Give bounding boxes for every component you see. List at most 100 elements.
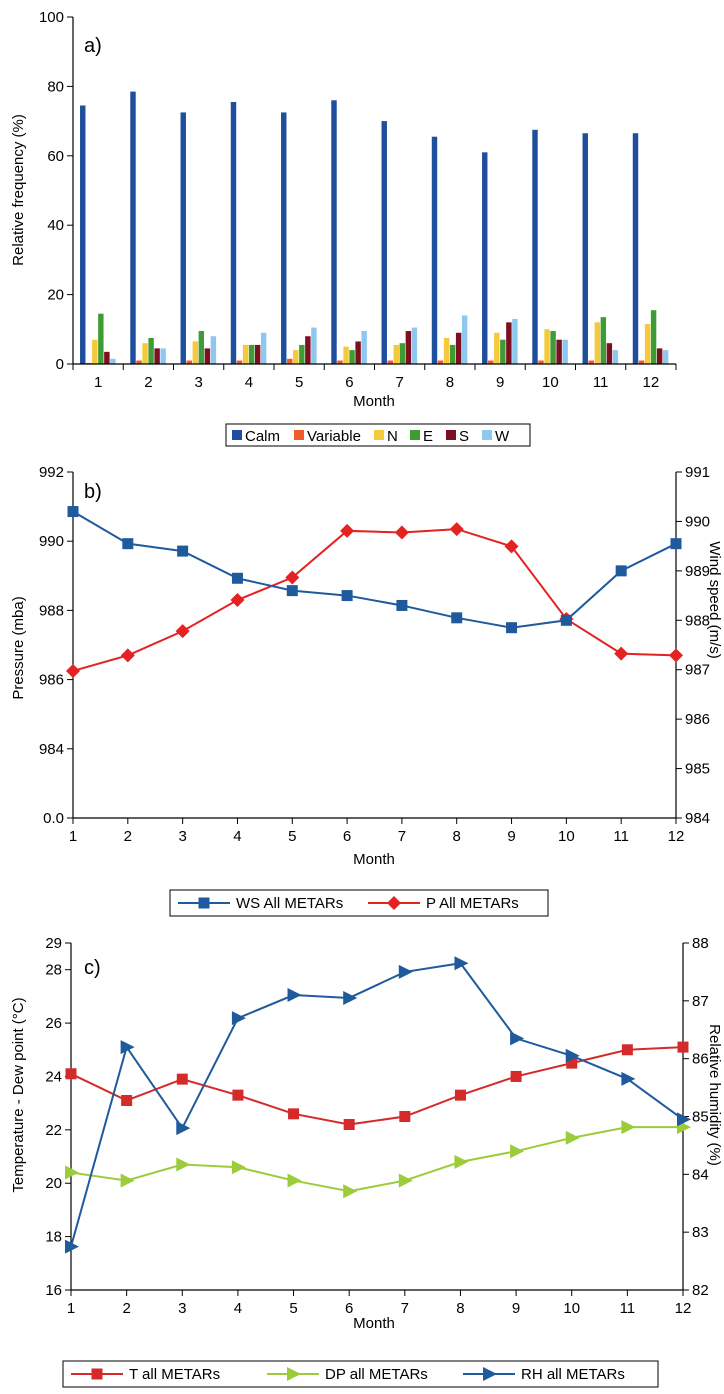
bar-n — [293, 350, 299, 364]
panel-a-y-tick-label: 100 — [39, 9, 64, 26]
point-dp-all-metars — [65, 1165, 79, 1180]
point-t-all-metars — [176, 1073, 188, 1085]
point-p-all-metars — [175, 624, 190, 639]
bar-variable — [236, 360, 243, 364]
point-ws-all-metars — [122, 538, 134, 550]
bar-calm — [582, 133, 588, 364]
panel-a-label: a) — [84, 35, 102, 57]
point-rh-all-metars — [565, 1048, 580, 1063]
panel-b-x-tick-label: 6 — [343, 828, 351, 845]
panel-a-x-tick-label: 4 — [245, 374, 253, 391]
point-ws-all-metars — [506, 622, 518, 634]
bar-variable — [387, 360, 393, 364]
bar-n — [242, 344, 249, 364]
point-dp-all-metars — [510, 1144, 525, 1159]
panel-b-right-tick-label: 987 — [685, 662, 710, 679]
panel-a-x-tick-label: 8 — [446, 374, 454, 391]
panel-b-x-tick-label: 4 — [233, 828, 241, 845]
panel-b-y-tick-label: 990 — [39, 533, 64, 550]
bar-w — [260, 332, 267, 364]
bar-n — [192, 341, 199, 364]
point-rh-all-metars — [65, 1239, 79, 1254]
panel-b-legend: WS All METARs P All METARs — [169, 889, 549, 917]
bar-e — [399, 343, 406, 364]
point-p-all-metars — [230, 593, 245, 608]
bar-variable — [437, 360, 444, 364]
panel-c-right-tick-label: 86 — [692, 1051, 709, 1068]
bar-s — [204, 348, 211, 364]
legend-label-e: E — [423, 428, 433, 445]
panel-a-x-tick-label: 1 — [94, 374, 102, 391]
panel-c-x-axis-label: Month — [353, 1315, 395, 1332]
panel-b-x-tick-label: 9 — [507, 828, 515, 845]
bar-variable — [488, 360, 494, 364]
point-p-all-metars — [66, 663, 80, 678]
bar-s — [606, 343, 613, 364]
legend-label-1: DP all METARs — [325, 1366, 428, 1383]
point-dp-all-metars — [287, 1173, 302, 1188]
bar-n — [92, 339, 98, 364]
point-t-all-metars — [677, 1041, 689, 1053]
legend-label-variable: Variable — [307, 428, 361, 445]
panel-c-y-axis-label: Temperature - Dew point (°C) — [10, 997, 27, 1192]
point-dp-all-metars — [176, 1157, 191, 1172]
point-rh-all-metars — [677, 1112, 691, 1127]
bar-w — [461, 315, 468, 364]
bar-e — [650, 310, 657, 364]
bar-w — [210, 336, 217, 364]
point-p-all-metars — [614, 646, 629, 661]
point-t-all-metars — [621, 1044, 633, 1056]
panel-c-y-tick-label: 24 — [45, 1068, 62, 1085]
panel-b-y-tick-label: 992 — [39, 464, 64, 481]
panel-b-x-axis-label: Month — [353, 851, 395, 868]
panel-c-right-tick-label: 85 — [692, 1109, 709, 1126]
point-p-all-metars — [449, 522, 464, 537]
legend-label-n: N — [387, 428, 398, 445]
bar-n — [443, 337, 450, 364]
series-line-t-all-metars — [70, 1046, 684, 1126]
panel-c-x-tick-label: 9 — [512, 1300, 520, 1317]
panel-a-x-tick-label: 11 — [593, 374, 609, 391]
bar-w — [411, 327, 418, 364]
bar-calm — [331, 100, 337, 364]
panel-b-x-tick-label: 5 — [288, 828, 296, 845]
bar-n — [393, 344, 400, 364]
bar-e — [449, 344, 456, 364]
bar-calm — [532, 129, 538, 364]
panel-a-x-tick-label: 10 — [542, 374, 559, 391]
bar-n — [343, 346, 349, 364]
legend-marker-0 — [91, 1368, 103, 1380]
point-ws-all-metars — [231, 572, 243, 584]
point-p-all-metars — [120, 648, 135, 663]
panel-a-x-tick-label: 12 — [643, 374, 660, 391]
bar-e — [550, 331, 556, 364]
bar-e — [198, 331, 205, 364]
panel-b-right-tick-label: 990 — [685, 513, 710, 530]
bar-n — [594, 322, 601, 364]
panel-b-x-tick-label: 2 — [124, 828, 132, 845]
bar-calm — [381, 121, 387, 364]
panel-b-x-tick-label: 12 — [668, 828, 685, 845]
panel-b-right-tick-label: 985 — [685, 761, 710, 778]
panel-c-x-tick-label: 3 — [178, 1300, 186, 1317]
panel-c-x-tick-label: 1 — [67, 1300, 75, 1317]
bar-calm — [482, 152, 488, 364]
legend-swatch-variable — [294, 430, 304, 440]
panel-c-legend: T all METARs DP all METARs RH all METARs — [62, 1360, 659, 1388]
bar-calm — [80, 105, 86, 365]
panel-b-label: b) — [84, 481, 102, 503]
panel-b-right-tick-label: 986 — [685, 711, 710, 728]
panel-a-x-tick-label: 9 — [496, 374, 504, 391]
point-rh-all-metars — [398, 964, 413, 979]
point-t-all-metars — [121, 1094, 133, 1106]
panel-c-label: c) — [84, 957, 101, 979]
panel-c-x-tick-label: 10 — [563, 1300, 580, 1317]
panel-a-y-tick-label: 40 — [47, 217, 64, 234]
bar-w — [160, 348, 166, 364]
panel-b-right-tick-label: 989 — [685, 563, 710, 580]
panel-b-x-tick-label: 3 — [178, 828, 186, 845]
panel-b-x-tick-label: 1 — [69, 828, 77, 845]
panel-c-y-tick-label: 16 — [45, 1282, 62, 1299]
panel-c-x-tick-label: 5 — [289, 1300, 297, 1317]
bar-s — [455, 332, 462, 364]
